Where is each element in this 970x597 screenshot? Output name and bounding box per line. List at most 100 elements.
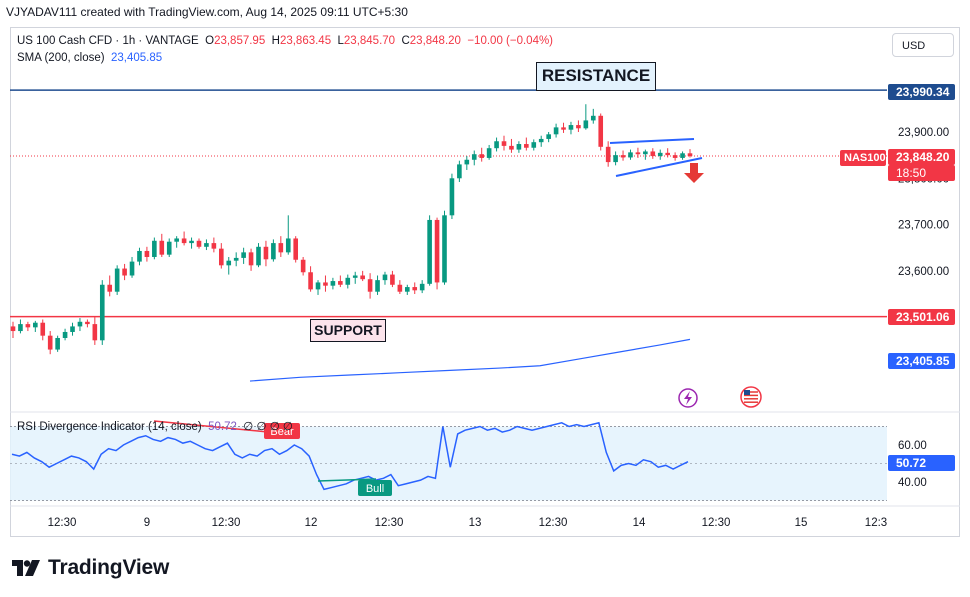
candle[interactable] [382,271,388,285]
candle[interactable] [33,320,38,332]
candle[interactable] [419,280,425,294]
candle[interactable] [47,331,53,355]
candle[interactable] [590,108,596,124]
candle[interactable] [159,233,165,257]
candle[interactable] [293,236,299,263]
candle[interactable] [546,132,551,143]
candle[interactable] [687,149,693,158]
candle[interactable] [442,210,447,285]
candle[interactable] [181,231,187,246]
sma-legend[interactable]: SMA (200, close) 23,405.85 [17,52,162,64]
candle[interactable] [226,256,232,275]
candle[interactable] [509,138,514,153]
candle[interactable] [40,319,46,341]
candle[interactable] [516,141,522,153]
candle[interactable] [561,122,566,133]
us-flag-event-icon[interactable] [740,386,762,408]
bear-divergence-line[interactable] [153,420,269,433]
rsi-line[interactable] [11,421,689,491]
candle[interactable] [55,335,60,352]
candle[interactable] [330,277,336,290]
candle[interactable] [568,121,574,135]
candle[interactable] [99,280,105,345]
candle[interactable] [70,322,75,336]
candle[interactable] [204,239,209,251]
candle[interactable] [457,160,462,182]
rsi-legend[interactable]: RSI Divergence Indicator (14, close) 50.… [17,419,293,433]
candle[interactable] [494,137,499,152]
currency-button[interactable]: USD [892,33,954,57]
candle[interactable] [256,243,261,268]
flag-upper-trendline[interactable] [609,138,695,144]
candle[interactable] [25,321,31,332]
candle[interactable] [501,135,507,151]
candle[interactable] [338,275,343,288]
candle[interactable] [122,263,127,281]
candle[interactable] [531,139,537,151]
candle[interactable] [598,113,604,151]
bull-divergence-line[interactable] [317,478,377,482]
candle[interactable] [397,280,403,295]
candle[interactable] [404,284,410,295]
candle[interactable] [352,271,358,284]
candle[interactable] [323,275,328,292]
candle[interactable] [219,243,224,269]
candle[interactable] [486,144,492,160]
flag-lower-trendline[interactable] [615,157,703,177]
candle[interactable] [271,239,276,262]
candle[interactable] [77,318,83,332]
candle[interactable] [657,149,663,160]
candle[interactable] [129,256,135,278]
candle[interactable] [211,237,217,253]
candle[interactable] [92,317,98,345]
candle[interactable] [628,149,633,160]
candle[interactable] [635,147,641,158]
candle[interactable] [665,148,670,158]
candle[interactable] [345,274,351,289]
candle[interactable] [233,252,239,267]
bull-divergence-label[interactable]: Bull [358,480,392,496]
candle[interactable] [300,256,306,276]
symbol-legend[interactable]: US 100 Cash CFD · 1h · VANTAGE O23,857.9… [17,35,553,47]
candle[interactable] [166,238,172,257]
candle[interactable] [583,104,589,130]
candle[interactable] [144,246,150,262]
lightning-event-icon[interactable] [678,388,698,408]
candle[interactable] [538,135,544,147]
tradingview-logo[interactable]: TradingView [12,556,169,580]
candle[interactable] [553,123,559,138]
candle[interactable] [62,328,68,341]
candle[interactable] [360,270,365,282]
candle[interactable] [10,321,16,338]
candle[interactable] [672,152,678,161]
sma-label[interactable]: SMA (200, close) [17,52,105,64]
candle[interactable] [137,247,142,266]
candle[interactable] [107,275,113,297]
resistance-annotation[interactable]: RESISTANCE [536,62,656,91]
candle[interactable] [85,319,90,328]
candle[interactable] [174,236,179,248]
candle[interactable] [285,215,291,255]
candle[interactable] [613,151,618,166]
candle[interactable] [367,273,373,299]
candle[interactable] [471,150,477,166]
rsi-name[interactable]: RSI Divergence Indicator (14, close) [17,421,202,433]
candle[interactable] [434,217,440,290]
candle[interactable] [152,237,157,260]
candle[interactable] [464,156,470,170]
candle[interactable] [18,319,23,334]
candle[interactable] [479,147,484,162]
candle[interactable] [605,141,611,167]
symbol-name[interactable]: US 100 Cash CFD · 1h · VANTAGE [17,35,199,47]
candle[interactable] [449,173,455,220]
candle[interactable] [650,148,656,159]
candle[interactable] [248,248,254,271]
candle[interactable] [308,266,313,292]
candle[interactable] [263,240,269,267]
candle[interactable] [196,238,202,249]
sma-200-line[interactable] [249,338,691,382]
candle[interactable] [315,280,321,295]
candle[interactable] [390,270,395,288]
bear-divergence-label[interactable]: Bear [264,423,300,439]
candle[interactable] [576,120,581,132]
